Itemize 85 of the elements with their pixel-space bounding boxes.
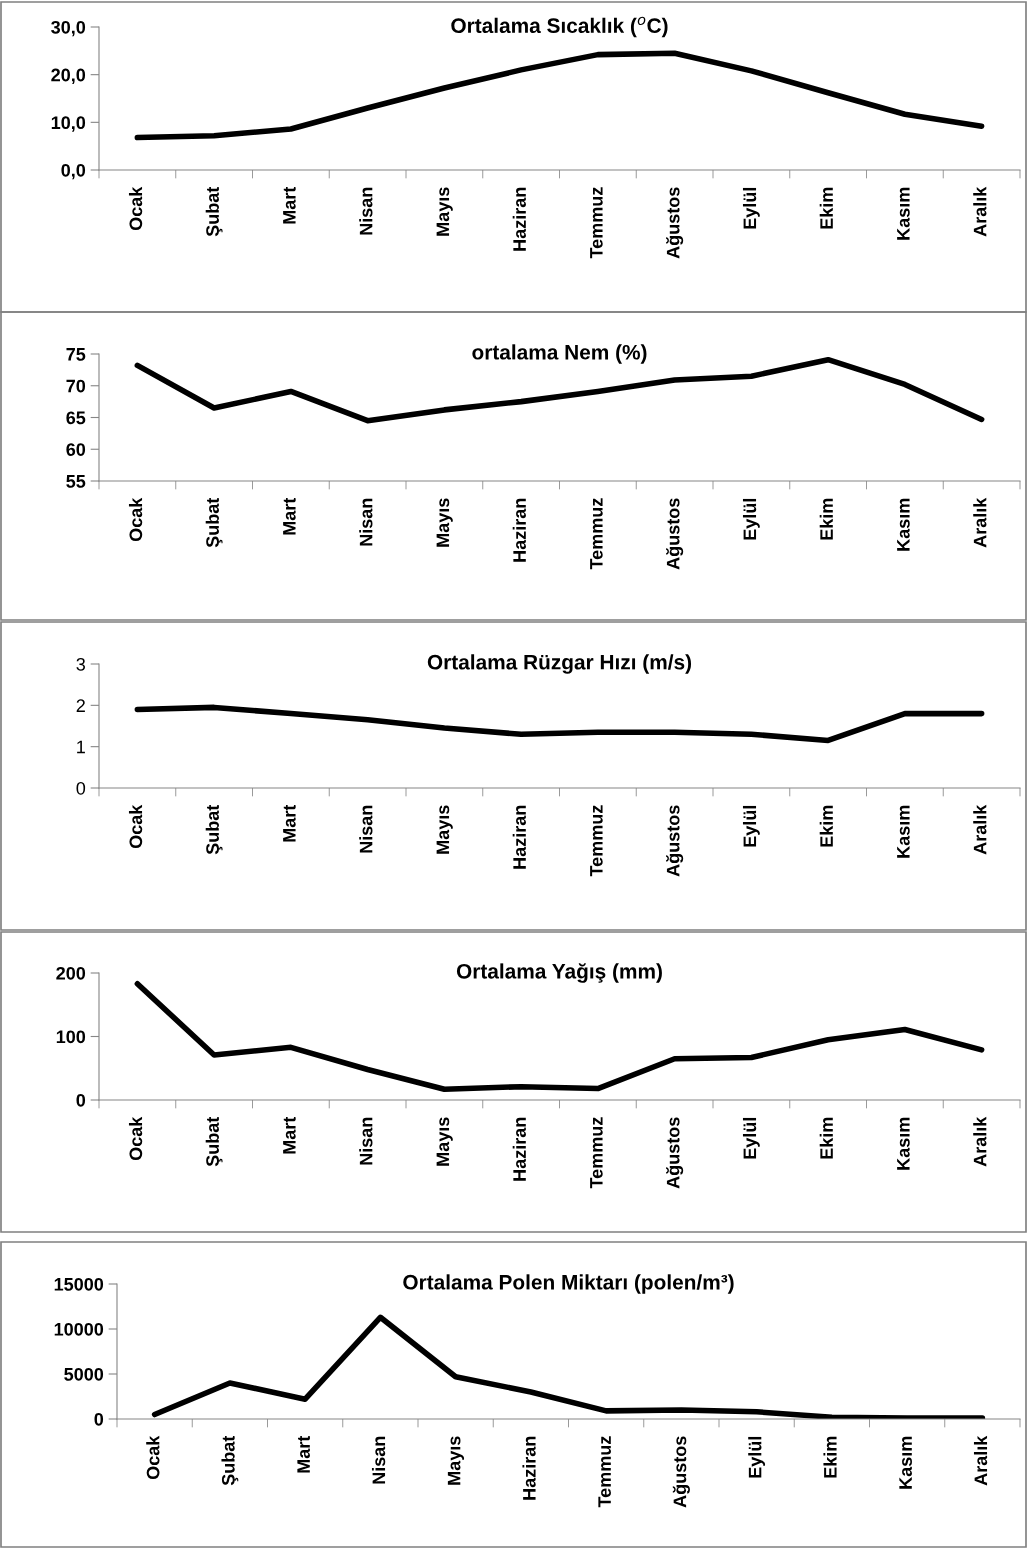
x-tick-label: Haziran bbox=[522, 1436, 536, 1500]
x-tick-label: Ekim bbox=[819, 1117, 833, 1159]
x-tick-label: Şubat bbox=[205, 186, 223, 237]
x-tick-label: Kasım bbox=[897, 187, 910, 240]
y-tick-label: 10,0 bbox=[51, 116, 86, 132]
x-tick-label: Kasım bbox=[899, 1436, 912, 1489]
y-tick-label: 30,0 bbox=[51, 20, 86, 37]
y-tick-label: 60 bbox=[66, 443, 86, 456]
x-tick-label: Mayıs bbox=[447, 1436, 465, 1485]
x-tick-label: Nisan bbox=[371, 1436, 386, 1484]
x-tick-label: Aralık bbox=[973, 186, 987, 237]
x-tick-label: Ağustos bbox=[666, 187, 684, 259]
chart-title: ortalama Nem (%) bbox=[472, 344, 647, 364]
x-tick-label: Ocak bbox=[128, 804, 143, 849]
y-tick-label: 0 bbox=[76, 1093, 86, 1107]
x-tick-label: Mart bbox=[283, 186, 296, 224]
x-tick-label: Eylül bbox=[742, 498, 760, 540]
y-tick-label: 65 bbox=[66, 411, 86, 425]
y-tick-label: 5000 bbox=[64, 1367, 104, 1381]
x-tick-label: Eylül bbox=[742, 805, 760, 847]
x-tick-label: Kasım bbox=[897, 498, 910, 551]
x-tick-label: Eylül bbox=[748, 1436, 766, 1478]
x-tick-label: Ocak bbox=[146, 1435, 160, 1480]
y-tick-label: 20,0 bbox=[51, 68, 86, 84]
x-tick-label: Haziran bbox=[512, 187, 526, 251]
y-tick-label: 15000 bbox=[54, 1277, 104, 1291]
x-tick-label: Haziran bbox=[512, 1117, 526, 1181]
x-tick-label: Mayıs bbox=[436, 187, 453, 236]
x-tick-label: Mart bbox=[283, 804, 296, 842]
x-tick-label: Nisan bbox=[359, 1117, 373, 1165]
x-tick-label: Mart bbox=[283, 497, 296, 535]
y-tick-label: 2 bbox=[76, 699, 85, 712]
x-tick-label: Mart bbox=[283, 1116, 296, 1154]
chart-title: Ortalama Sıcaklık ($^{o}$C) bbox=[451, 16, 668, 38]
y-tick-label: 0 bbox=[76, 781, 86, 795]
chart-title: Ortalama Rüzgar Hızı (m/s) bbox=[427, 654, 692, 674]
x-tick-label: Ağustos bbox=[666, 805, 684, 877]
x-tick-label: Nisan bbox=[359, 187, 373, 235]
x-tick-label: Eylül bbox=[742, 1117, 760, 1159]
x-tick-label: Temmuz bbox=[590, 1117, 603, 1189]
x-tick-label: Ekim bbox=[819, 805, 833, 847]
x-tick-label: Haziran bbox=[512, 498, 526, 562]
x-tick-label: Şubat bbox=[205, 804, 223, 855]
x-tick-label: Nisan bbox=[359, 498, 373, 546]
y-tick-label: 1 bbox=[77, 740, 85, 754]
x-tick-label: Şubat bbox=[205, 1116, 223, 1167]
x-tick-label: Kasım bbox=[897, 1117, 910, 1170]
chart-title: Ortalama Yağış (mm) bbox=[456, 963, 662, 983]
x-tick-label: Temmuz bbox=[590, 187, 603, 259]
x-tick-label: Şubat bbox=[205, 497, 223, 548]
x-tick-label: Aralık bbox=[973, 1435, 988, 1486]
x-tick-label: Eylül bbox=[742, 187, 760, 229]
y-tick-label: 200 bbox=[56, 966, 86, 980]
x-tick-label: Ekim bbox=[819, 187, 833, 229]
x-tick-label: Ocak bbox=[128, 497, 143, 542]
y-tick-label: 0,0 bbox=[61, 163, 86, 180]
x-tick-label: Nisan bbox=[359, 805, 373, 853]
y-tick-label: 3 bbox=[76, 657, 86, 671]
x-tick-label: Kasım bbox=[897, 805, 910, 858]
x-tick-label: Aralık bbox=[973, 497, 987, 548]
x-tick-label: Aralık bbox=[973, 1116, 987, 1167]
x-tick-label: Mayıs bbox=[436, 805, 453, 854]
x-tick-label: Ağustos bbox=[666, 498, 684, 570]
x-tick-label: Mart bbox=[297, 1435, 310, 1473]
y-tick-label: 0 bbox=[94, 1412, 104, 1426]
x-tick-label: Haziran bbox=[512, 805, 526, 869]
x-tick-label: Ekim bbox=[823, 1436, 837, 1478]
x-tick-label: Mayıs bbox=[436, 1117, 453, 1166]
x-tick-label: Aralık bbox=[973, 804, 987, 855]
y-tick-label: 10000 bbox=[54, 1322, 104, 1336]
x-tick-label: Temmuz bbox=[590, 805, 603, 877]
x-tick-label: Temmuz bbox=[590, 498, 603, 570]
x-tick-label: Ocak bbox=[128, 186, 143, 231]
x-tick-label: Ocak bbox=[128, 1116, 143, 1161]
x-tick-label: Ekim bbox=[819, 498, 833, 540]
x-tick-label: Ağustos bbox=[672, 1436, 690, 1508]
y-tick-label: 100 bbox=[56, 1030, 86, 1044]
x-tick-label: Şubat bbox=[221, 1435, 239, 1486]
y-tick-label: 55 bbox=[66, 475, 86, 488]
y-tick-label: 75 bbox=[66, 348, 86, 361]
x-tick-label: Mayıs bbox=[436, 498, 453, 547]
chart-title: Ortalama Polen Miktarı (polen/m³) bbox=[403, 1274, 734, 1294]
x-tick-label: Ağustos bbox=[666, 1117, 684, 1189]
x-tick-label: Temmuz bbox=[598, 1436, 611, 1508]
y-tick-label: 70 bbox=[66, 379, 86, 393]
